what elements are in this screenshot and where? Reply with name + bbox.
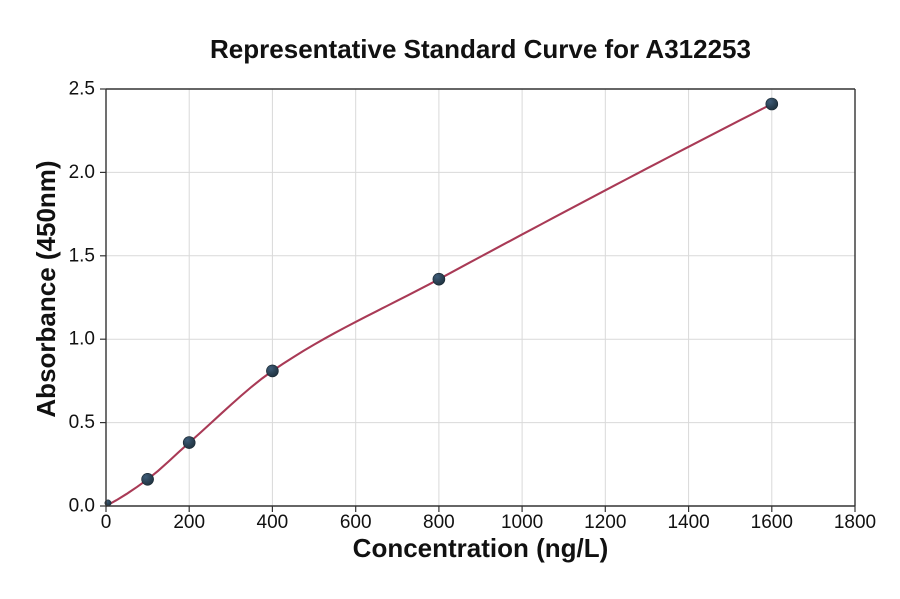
svg-text:1000: 1000 [501, 512, 543, 533]
svg-text:2.5: 2.5 [69, 79, 95, 100]
svg-text:1200: 1200 [584, 512, 626, 533]
svg-text:600: 600 [340, 512, 372, 533]
svg-text:800: 800 [423, 512, 455, 533]
svg-text:200: 200 [173, 512, 205, 533]
svg-text:1.0: 1.0 [69, 329, 95, 350]
svg-text:0: 0 [101, 512, 112, 533]
svg-text:1400: 1400 [667, 512, 709, 533]
svg-text:400: 400 [257, 512, 289, 533]
svg-text:0.5: 0.5 [69, 412, 95, 433]
svg-text:1.5: 1.5 [69, 245, 95, 266]
svg-text:1800: 1800 [834, 512, 876, 533]
svg-text:1600: 1600 [751, 512, 793, 533]
svg-text:0.0: 0.0 [69, 496, 95, 517]
svg-text:2.0: 2.0 [69, 162, 95, 183]
